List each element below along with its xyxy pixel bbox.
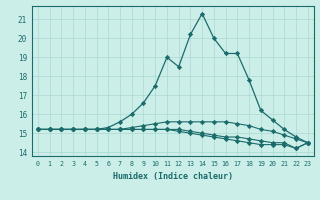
X-axis label: Humidex (Indice chaleur): Humidex (Indice chaleur) — [113, 172, 233, 181]
